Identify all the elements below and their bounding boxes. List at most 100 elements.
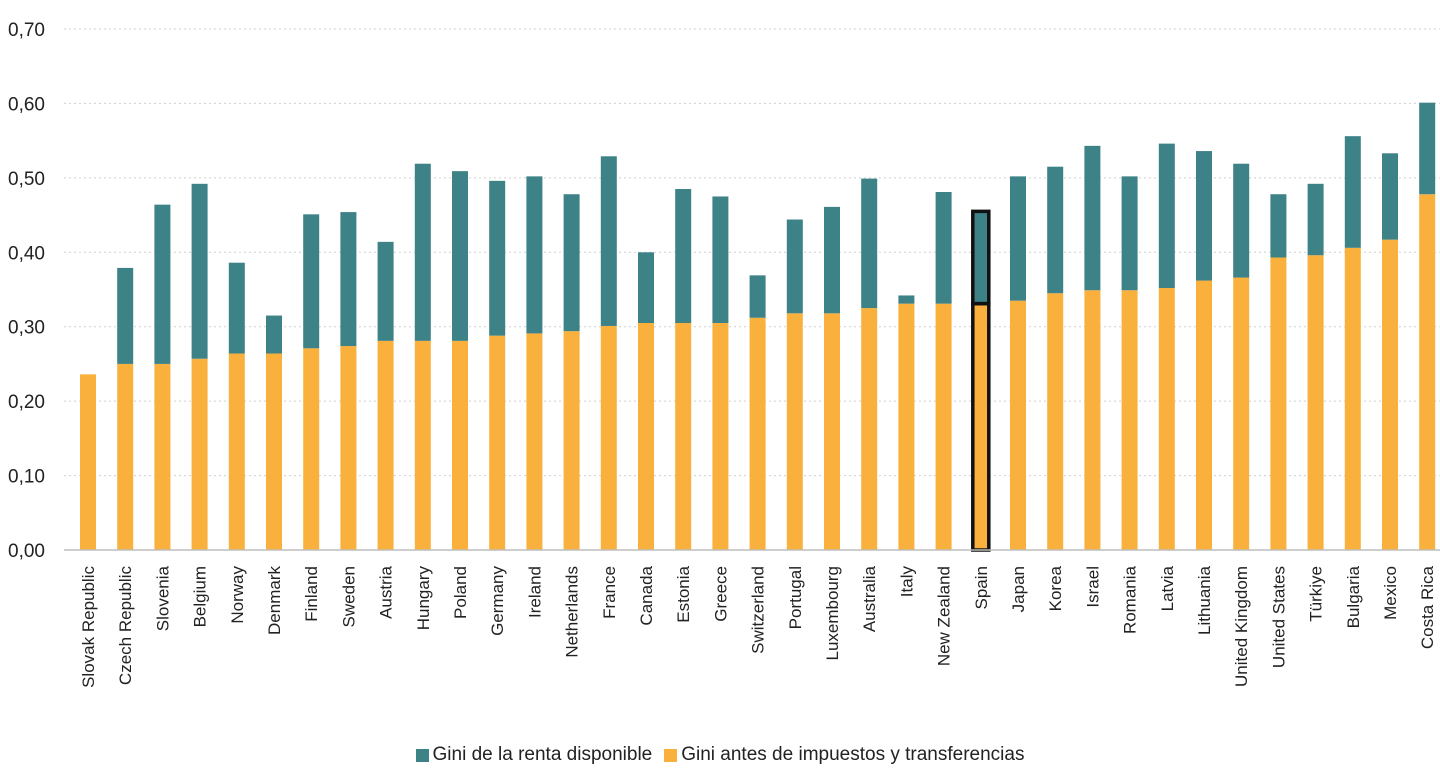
bar-pre-tax xyxy=(1344,247,1361,550)
x-tick-label: Sweden xyxy=(339,566,358,627)
bar-disposable-income xyxy=(786,219,803,314)
bar-pre-tax xyxy=(563,331,580,550)
y-tick-label: 0,70 xyxy=(8,20,45,41)
bar-pre-tax xyxy=(972,303,989,550)
bar-disposable-income xyxy=(1047,166,1064,294)
x-tick-label: Korea xyxy=(1046,565,1065,611)
bar-disposable-income xyxy=(898,295,915,304)
x-tick-label: Norway xyxy=(228,566,247,624)
bar-pre-tax xyxy=(266,353,282,550)
bar-pre-tax xyxy=(117,363,134,550)
bar-disposable-income xyxy=(266,315,282,354)
bar-disposable-income xyxy=(377,241,394,341)
x-tick-label: Portugal xyxy=(786,566,805,629)
x-tick-label: Japan xyxy=(1009,566,1028,612)
bar-disposable-income xyxy=(303,214,320,349)
bar-disposable-income xyxy=(414,163,431,341)
bar-pre-tax xyxy=(303,348,320,550)
legend: Gini de la renta disponible Gini antes d… xyxy=(0,744,1440,766)
x-tick-label: Luxembourg xyxy=(823,566,842,661)
x-tick-label: Estonia xyxy=(674,565,693,622)
y-tick-label: 0,60 xyxy=(8,94,45,115)
bar-disposable-income xyxy=(563,194,580,332)
bar-disposable-income xyxy=(861,178,878,309)
gini-bar-chart: 0,00 0,10 0,20 0,30 0,40 0,50 0,60 0,70 Slovak … xyxy=(8,20,1440,688)
bar-pre-tax xyxy=(1382,239,1398,550)
bar-pre-tax xyxy=(191,358,208,550)
bar-pre-tax xyxy=(600,325,617,550)
x-tick-label: Austria xyxy=(377,565,396,618)
x-tick-label: Mexico xyxy=(1381,566,1400,620)
bar-pre-tax xyxy=(489,335,506,550)
bar-pre-tax xyxy=(861,308,878,550)
bar-disposable-income xyxy=(191,183,208,359)
y-axis: 0,00 0,10 0,20 0,30 0,40 0,50 0,60 0,70 xyxy=(8,20,45,562)
bar-pre-tax xyxy=(1270,257,1287,550)
x-axis: Slovak Republic Czech Republic Slovenia Bel… xyxy=(64,549,1440,688)
x-tick-label: Greece xyxy=(711,566,730,622)
bar-disposable-income xyxy=(1196,151,1212,281)
bar-disposable-income xyxy=(600,156,617,326)
x-tick-label: Türkiye xyxy=(1307,566,1326,622)
y-tick-label: 0,00 xyxy=(8,541,45,562)
bar-disposable-income xyxy=(1419,102,1436,195)
bar-disposable-income xyxy=(824,206,840,314)
y-tick-label: 0,40 xyxy=(8,243,45,264)
legend-label-pre-tax: Gini antes de impuestos y transferencias xyxy=(681,744,1025,765)
bar-pre-tax xyxy=(452,340,468,550)
x-tick-label: Australia xyxy=(860,565,879,632)
x-tick-label: Denmark xyxy=(265,566,284,635)
bar-disposable-income xyxy=(1233,163,1250,278)
bar-pre-tax xyxy=(638,322,654,550)
bar-pre-tax xyxy=(712,322,729,550)
bar-pre-tax xyxy=(786,313,803,550)
bar-pre-tax xyxy=(824,313,840,550)
bar-pre-tax xyxy=(675,322,692,550)
bar-pre-tax xyxy=(935,303,952,550)
y-tick-label: 0,20 xyxy=(8,392,45,413)
legend-item-pre-tax: Gini antes de impuestos y transferencias xyxy=(664,744,1024,766)
x-tick-label: Germany xyxy=(488,566,507,636)
bar-disposable-income xyxy=(452,171,468,341)
bar-disposable-income xyxy=(228,262,245,354)
x-tick-label: Italy xyxy=(897,566,916,598)
bar-pre-tax xyxy=(80,374,96,550)
bar-pre-tax xyxy=(1084,290,1101,550)
x-tick-label: Netherlands xyxy=(563,566,582,658)
bar-pre-tax xyxy=(340,346,357,550)
x-tick-label: Romania xyxy=(1121,565,1140,634)
x-tick-label: France xyxy=(600,566,619,619)
legend-label-disposable-income: Gini de la renta disponible xyxy=(432,744,653,765)
x-tick-label: Bulgaria xyxy=(1344,565,1363,628)
x-tick-label: Latvia xyxy=(1158,565,1177,611)
x-tick-label: Slovenia xyxy=(153,565,172,631)
bar-disposable-income xyxy=(935,191,952,304)
x-tick-label: Switzerland xyxy=(749,566,768,654)
bar-pre-tax xyxy=(228,353,245,550)
bar-disposable-income xyxy=(340,212,357,347)
x-tick-label: Belgium xyxy=(191,566,210,627)
y-tick-label: 0,10 xyxy=(8,467,45,488)
legend-item-disposable-income: Gini de la renta disponible xyxy=(415,744,653,766)
bar-disposable-income xyxy=(638,252,654,323)
bar-pre-tax xyxy=(1233,277,1250,550)
bar-disposable-income xyxy=(1010,176,1026,301)
x-tick-label: Spain xyxy=(972,566,991,609)
x-tick-label: Hungary xyxy=(414,566,433,631)
y-tick-label: 0,50 xyxy=(8,169,45,190)
x-tick-label: Slovak Republic xyxy=(79,566,98,688)
bar-disposable-income xyxy=(749,275,766,318)
bar-pre-tax xyxy=(526,333,543,550)
bar-disposable-income xyxy=(1158,143,1175,289)
x-tick-label: Israel xyxy=(1083,566,1102,608)
x-tick-label: New Zealand xyxy=(935,566,954,666)
bar-disposable-income xyxy=(1084,145,1101,291)
bar-disposable-income xyxy=(1344,136,1361,248)
bar-disposable-income xyxy=(489,180,506,336)
bar-pre-tax xyxy=(1196,280,1212,550)
bar-pre-tax xyxy=(898,303,915,550)
bar-pre-tax xyxy=(1121,290,1138,550)
bar-pre-tax xyxy=(1307,255,1324,550)
x-tick-label: United Kingdom xyxy=(1232,566,1251,687)
bar-disposable-income xyxy=(526,176,543,334)
